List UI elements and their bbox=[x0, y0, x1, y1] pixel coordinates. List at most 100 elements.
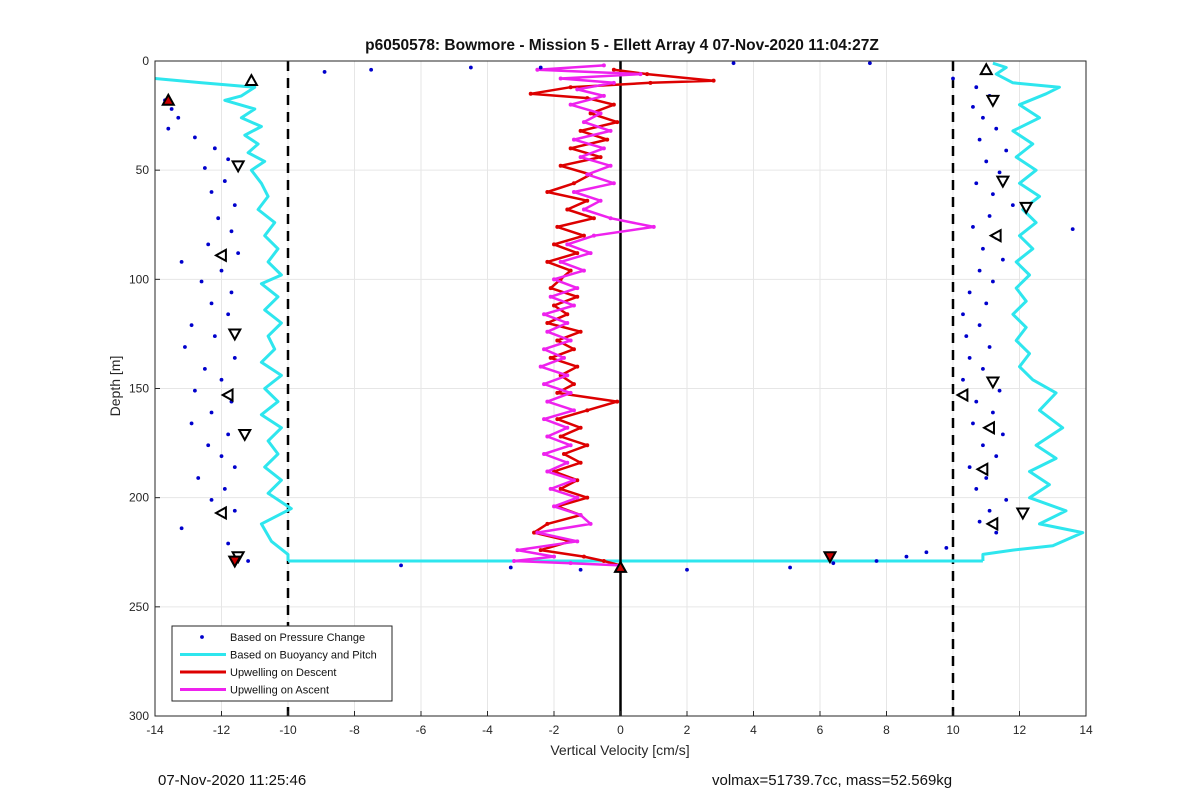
ascent-point bbox=[598, 111, 603, 116]
ascent-point bbox=[598, 198, 603, 203]
down-triangle-marker bbox=[230, 160, 246, 174]
pressure-point bbox=[977, 323, 982, 328]
chart: -14 -12 -10 -8 -6 -4 -2 0 2 4 6 8 10 12 14 0 50 100 150 200… bbox=[107, 37, 1093, 758]
pressure-point bbox=[977, 268, 982, 273]
y-tick-label: 300 bbox=[129, 709, 149, 723]
pressure-point bbox=[991, 279, 995, 284]
left-triangle-marker bbox=[955, 387, 969, 403]
pressure-point bbox=[1010, 203, 1015, 208]
x-axis-label: Vertical Velocity [cm/s] bbox=[550, 742, 689, 758]
pressure-point bbox=[944, 545, 949, 550]
descent-point bbox=[585, 198, 590, 203]
pressure-point bbox=[193, 135, 197, 140]
left-triangle-marker bbox=[982, 420, 995, 435]
pressure-point bbox=[961, 312, 965, 317]
descent-point bbox=[575, 294, 580, 299]
left-triangle-marker bbox=[213, 248, 227, 263]
x-tick-label: 14 bbox=[1079, 723, 1093, 737]
pressure-point bbox=[987, 345, 992, 349]
x-tick-label: 6 bbox=[817, 723, 824, 737]
descent-point bbox=[552, 303, 556, 308]
descent-point bbox=[601, 558, 606, 563]
x-tick-label: 0 bbox=[617, 723, 624, 737]
red-triangle-marker bbox=[822, 551, 838, 565]
pressure-point bbox=[219, 377, 224, 382]
pressure-point bbox=[206, 443, 211, 448]
ascent-point bbox=[565, 425, 570, 430]
pressure-point bbox=[984, 159, 989, 164]
ascent-point bbox=[575, 87, 580, 92]
descent-point bbox=[548, 286, 553, 291]
y-tick-label: 0 bbox=[142, 54, 149, 68]
ascent-point bbox=[588, 521, 593, 526]
descent-point bbox=[598, 155, 603, 160]
pressure-point bbox=[951, 76, 955, 81]
descent-point bbox=[565, 312, 570, 317]
ascent-point bbox=[545, 329, 550, 334]
descent-point bbox=[552, 242, 556, 247]
pressure-point bbox=[578, 567, 583, 572]
pressure-point bbox=[924, 550, 929, 555]
pressure-point bbox=[216, 216, 221, 221]
pressure-point bbox=[731, 61, 736, 66]
red-triangle-marker bbox=[227, 555, 242, 569]
pressure-point bbox=[967, 356, 972, 360]
pressure-point bbox=[984, 301, 989, 306]
descent-point bbox=[555, 390, 560, 395]
descent-point bbox=[645, 72, 650, 77]
descent-point bbox=[575, 251, 580, 256]
pressure-point bbox=[212, 334, 217, 338]
descent-point bbox=[528, 91, 533, 96]
buoyancy-line-right bbox=[981, 61, 1085, 561]
descent-point bbox=[545, 521, 550, 526]
pressure-point bbox=[183, 345, 187, 349]
pressure-point bbox=[974, 181, 979, 186]
descent-point bbox=[555, 417, 560, 422]
ascent-point bbox=[608, 163, 613, 168]
legend-label-buoyancy: Based on Buoyancy and Pitch bbox=[230, 650, 377, 662]
ascent-point bbox=[601, 93, 606, 98]
pressure-point bbox=[226, 312, 231, 317]
ascent-point bbox=[542, 452, 547, 456]
ascent-point bbox=[512, 558, 517, 563]
ascent-point bbox=[565, 460, 570, 465]
pressure-point bbox=[196, 476, 201, 480]
x-tick-label: -10 bbox=[279, 723, 297, 737]
pressure-point bbox=[994, 126, 999, 131]
ascent-point bbox=[558, 259, 563, 264]
ascent-point bbox=[545, 399, 550, 404]
pressure-point bbox=[1004, 148, 1009, 153]
pressure-point bbox=[981, 366, 985, 371]
pressure-point bbox=[232, 356, 237, 360]
ascent-point bbox=[651, 224, 656, 229]
descent-point bbox=[575, 364, 580, 369]
down-triangle-marker bbox=[237, 428, 252, 442]
pressure-point bbox=[369, 67, 374, 72]
down-triangle-marker bbox=[227, 328, 242, 342]
ascent-point bbox=[535, 67, 540, 72]
legend-label-pressure: Based on Pressure Change bbox=[230, 632, 365, 644]
red-triangle-marker bbox=[613, 559, 628, 573]
ascent-point bbox=[578, 513, 583, 518]
pressure-point bbox=[997, 388, 1002, 393]
ascent-point bbox=[568, 338, 573, 343]
y-tick-label: 250 bbox=[129, 600, 149, 614]
ascent-point bbox=[568, 443, 573, 448]
legend-swatch-pressure bbox=[200, 635, 204, 639]
descent-point bbox=[545, 259, 550, 264]
ascent-point bbox=[515, 548, 520, 553]
descent-point bbox=[611, 102, 616, 107]
descent-point bbox=[588, 111, 593, 116]
descent-point bbox=[581, 233, 586, 238]
left-triangle-marker bbox=[220, 387, 234, 403]
pressure-point bbox=[219, 454, 224, 459]
ticks: -14 -12 -10 -8 -6 -4 -2 0 2 4 6 8 10 12 14 0 50 100 150 200… bbox=[129, 54, 1093, 737]
pressure-point bbox=[994, 530, 999, 535]
pressure-point bbox=[538, 65, 543, 70]
pressure-point bbox=[176, 115, 181, 120]
ascent-point bbox=[591, 233, 596, 238]
ascent-point bbox=[548, 486, 553, 491]
descent-point bbox=[578, 425, 583, 430]
descent-point bbox=[615, 399, 620, 404]
pressure-point bbox=[904, 554, 909, 559]
